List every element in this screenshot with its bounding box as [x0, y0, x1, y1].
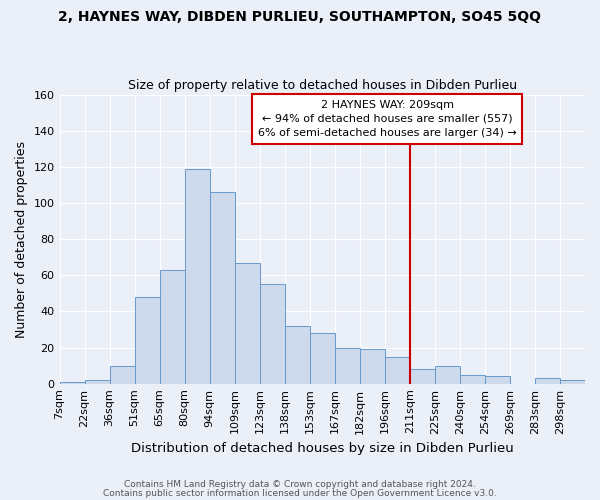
Text: Contains HM Land Registry data © Crown copyright and database right 2024.: Contains HM Land Registry data © Crown c…	[124, 480, 476, 489]
Bar	[460, 374, 485, 384]
Bar	[185, 168, 209, 384]
Bar	[209, 192, 235, 384]
Bar	[260, 284, 285, 384]
Bar	[160, 270, 185, 384]
Bar	[435, 366, 460, 384]
Text: Contains public sector information licensed under the Open Government Licence v3: Contains public sector information licen…	[103, 488, 497, 498]
Y-axis label: Number of detached properties: Number of detached properties	[15, 140, 28, 338]
Bar	[335, 348, 360, 384]
Bar	[360, 350, 385, 384]
Bar	[385, 356, 410, 384]
Bar	[535, 378, 560, 384]
Bar	[110, 366, 134, 384]
Bar	[235, 262, 260, 384]
Text: 2 HAYNES WAY: 209sqm
← 94% of detached houses are smaller (557)
6% of semi-detac: 2 HAYNES WAY: 209sqm ← 94% of detached h…	[258, 100, 517, 138]
Bar	[310, 333, 335, 384]
Bar	[59, 382, 85, 384]
Bar	[85, 380, 110, 384]
Bar	[485, 376, 510, 384]
Bar	[285, 326, 310, 384]
Title: Size of property relative to detached houses in Dibden Purlieu: Size of property relative to detached ho…	[128, 79, 517, 92]
Bar	[560, 380, 585, 384]
Text: 2, HAYNES WAY, DIBDEN PURLIEU, SOUTHAMPTON, SO45 5QQ: 2, HAYNES WAY, DIBDEN PURLIEU, SOUTHAMPT…	[59, 10, 542, 24]
Bar	[410, 369, 435, 384]
X-axis label: Distribution of detached houses by size in Dibden Purlieu: Distribution of detached houses by size …	[131, 442, 514, 455]
Bar	[134, 297, 160, 384]
